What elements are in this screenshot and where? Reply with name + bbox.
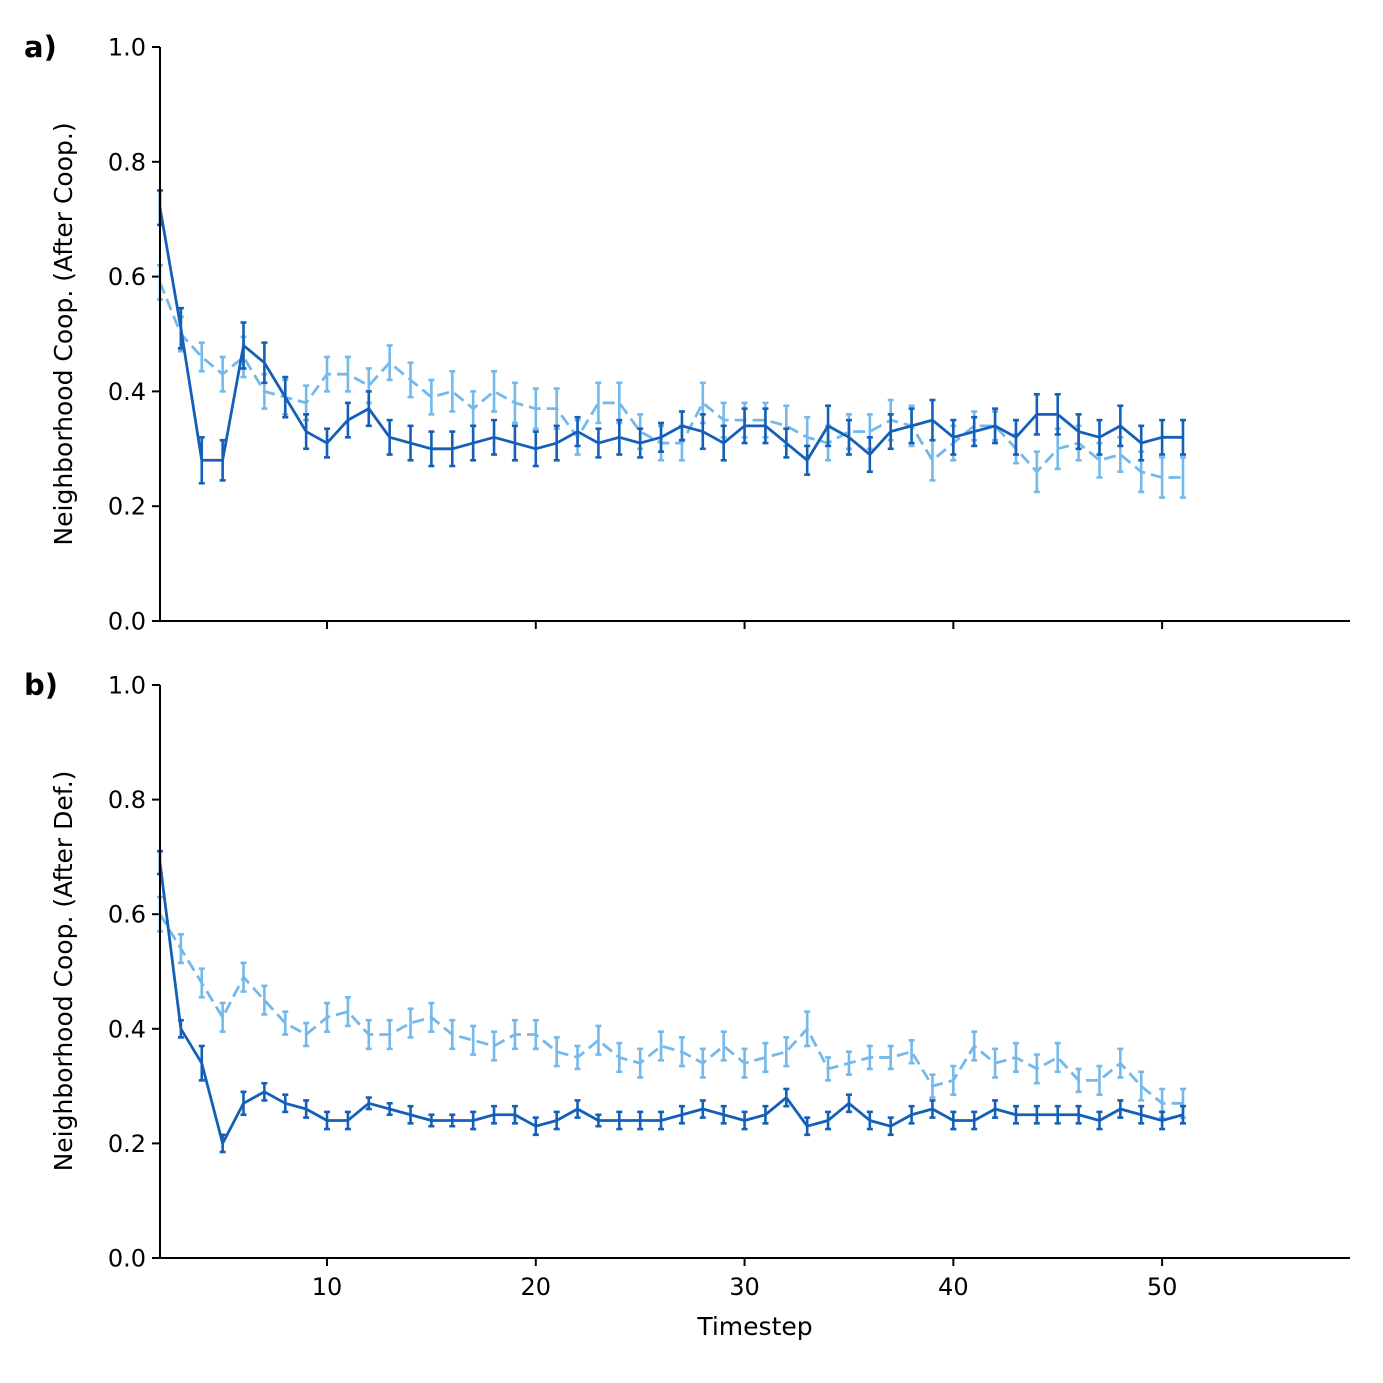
series-solid-b <box>157 849 1186 1154</box>
y-tick-label-a: 0.2 <box>108 493 146 521</box>
error-bar <box>595 381 602 425</box>
error-bar <box>261 984 268 1016</box>
error-bar <box>219 1001 226 1033</box>
y-tick-label-b: 0.8 <box>108 786 146 814</box>
error-bar <box>616 381 623 425</box>
y-axis-label-a: Neighborhood Coop. (After Coop.) <box>49 122 78 545</box>
error-bar <box>1054 1041 1061 1074</box>
y-tick-label-a: 0.6 <box>108 263 146 291</box>
y-tick-label-a: 0.8 <box>108 148 146 176</box>
error-bar <box>929 438 936 482</box>
series-line <box>158 281 1183 479</box>
error-bar <box>553 1036 560 1068</box>
error-bar <box>908 1038 915 1065</box>
error-bar <box>783 1036 790 1068</box>
error-bar <box>595 1024 602 1056</box>
x-tick-label-b: 10 <box>312 1273 343 1301</box>
x-tick-label-b: 30 <box>729 1273 760 1301</box>
panel-label-b: b) <box>24 668 58 702</box>
error-bar <box>407 1007 414 1039</box>
error-bar <box>198 341 205 373</box>
x-tick-label-b: 40 <box>938 1273 969 1301</box>
y-tick-label-a: 0.4 <box>108 378 146 406</box>
error-bar <box>658 1030 665 1062</box>
x-axis-label: Timestep <box>696 1312 812 1341</box>
y-tick-label-b: 0.4 <box>108 1015 146 1043</box>
axis-ticks-a: 0.0 0.2 0.4 0.6 0.8 1.0 <box>108 34 1164 636</box>
error-bar <box>470 1024 477 1056</box>
error-bar <box>449 370 456 413</box>
x-tick-label-b: 20 <box>521 1273 552 1301</box>
error-bar <box>344 995 351 1028</box>
series-layer-a <box>157 189 1186 499</box>
series-line <box>158 913 1183 1105</box>
error-bar <box>1179 456 1186 499</box>
y-axis-label-b: Neighborhood Coop. (After Def.) <box>49 771 78 1172</box>
y-tick-label-b: 0.0 <box>108 1245 146 1273</box>
series-line <box>158 862 1184 1145</box>
series-dashed-a <box>157 263 1186 499</box>
y-tick-label-b: 0.2 <box>108 1130 146 1158</box>
series-solid-a <box>157 189 1186 485</box>
x-tick-label-b: 50 <box>1147 1273 1178 1301</box>
axis-ticks-b: 0.0 0.2 0.4 0.6 0.8 1.0 10 20 30 40 50 <box>108 672 1178 1302</box>
panel-b: b) Neighborhood Coop. (After Def.) 0.00.… <box>24 668 1350 1341</box>
y-tick-label-a: 1.0 <box>108 34 146 62</box>
error-bar <box>1138 1070 1145 1102</box>
panel-label-a: a) <box>24 30 57 64</box>
error-bar <box>1096 1064 1103 1096</box>
error-bar <box>1179 1104 1186 1125</box>
error-bar <box>303 1021 310 1048</box>
error-bar <box>720 1030 727 1062</box>
series-dashed-b <box>157 895 1186 1119</box>
error-bar <box>1179 418 1186 456</box>
series-line <box>158 207 1183 462</box>
series-layer-b <box>157 849 1186 1154</box>
error-bar <box>491 370 498 413</box>
y-tick-label-b: 0.6 <box>108 901 146 929</box>
panel-a: a) Neighborhood Coop. (After Coop.) 0.00… <box>24 30 1350 636</box>
y-tick-label-a: 0.0 <box>108 608 146 636</box>
y-tick-label-b: 1.0 <box>108 672 146 700</box>
